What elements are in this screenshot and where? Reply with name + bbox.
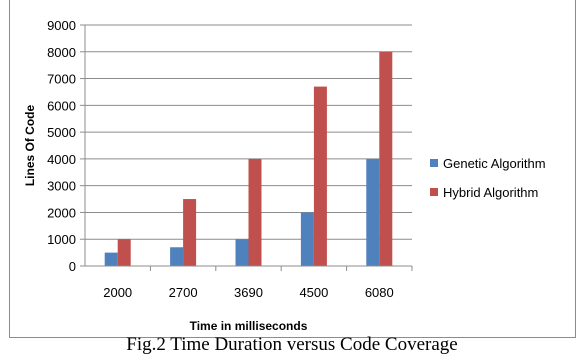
y-tick-label: 8000 bbox=[47, 45, 76, 60]
bar-hybrid-6080 bbox=[379, 51, 393, 267]
legend: Genetic Algorithm Hybrid Algorithm bbox=[430, 156, 546, 200]
x-tick-label: 4500 bbox=[299, 285, 328, 300]
y-tick-label: 6000 bbox=[47, 98, 76, 113]
y-tick-label: 7000 bbox=[47, 72, 76, 87]
bar-hybrid-2700 bbox=[183, 199, 197, 266]
bar-hybrid-3690 bbox=[248, 158, 262, 266]
bar-genetic-6080 bbox=[366, 158, 380, 266]
bar-chart: 0 1000 2000 3000 4000 5000 6000 7000 8000 9000 20… bbox=[23, 18, 546, 333]
y-tick-label: 5000 bbox=[47, 125, 76, 140]
bars bbox=[104, 51, 393, 267]
bar-genetic-4500 bbox=[300, 212, 314, 266]
y-axis-title: Lines Of Code bbox=[23, 105, 37, 187]
legend-swatch-hybrid bbox=[430, 188, 438, 196]
x-tick-labels: 2000 2700 3690 4500 6080 bbox=[103, 266, 413, 300]
x-tick-label: 2000 bbox=[103, 285, 132, 300]
bar-hybrid-2000 bbox=[117, 239, 131, 266]
legend-swatch-genetic bbox=[430, 159, 438, 167]
figure-caption: Fig.2 Time Duration versus Code Coverage bbox=[126, 334, 458, 355]
y-tick-label: 4000 bbox=[47, 152, 76, 167]
bar-genetic-2000 bbox=[104, 252, 118, 266]
y-tick-label: 3000 bbox=[47, 179, 76, 194]
x-axis-title: Time in milliseconds bbox=[190, 319, 308, 333]
x-tick-label: 3690 bbox=[234, 285, 263, 300]
x-tick-label: 2700 bbox=[169, 285, 198, 300]
legend-label-genetic: Genetic Algorithm bbox=[443, 156, 546, 171]
bar-genetic-3690 bbox=[235, 239, 249, 266]
x-tick-label: 6080 bbox=[365, 285, 394, 300]
y-tick-label: 0 bbox=[69, 259, 76, 274]
y-tick-label: 9000 bbox=[47, 18, 76, 33]
gridlines bbox=[85, 24, 412, 240]
y-tick-label: 2000 bbox=[47, 205, 76, 220]
bar-hybrid-4500 bbox=[313, 86, 327, 266]
y-tick-labels: 0 1000 2000 3000 4000 5000 6000 7000 8000 9000 bbox=[47, 18, 85, 274]
bar-genetic-2700 bbox=[170, 247, 184, 266]
chart-frame: 0 1000 2000 3000 4000 5000 6000 7000 8000 9000 20… bbox=[9, 0, 576, 338]
legend-label-hybrid: Hybrid Algorithm bbox=[443, 185, 538, 200]
y-tick-label: 1000 bbox=[47, 232, 76, 247]
